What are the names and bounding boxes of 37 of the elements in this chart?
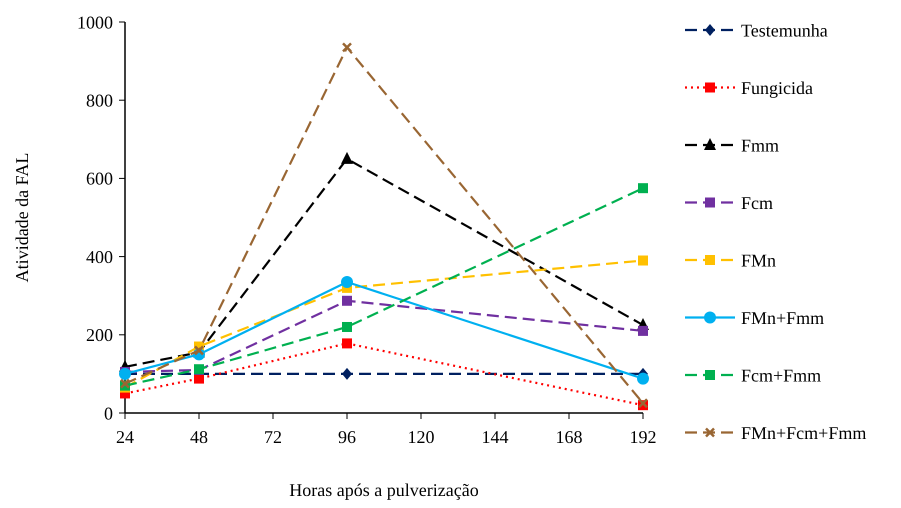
point — [638, 398, 648, 408]
x-tick-label: 72 — [264, 427, 282, 447]
x-tick-label: 144 — [482, 427, 508, 447]
y-tick-label: 1000 — [77, 12, 113, 32]
y-tick-label: 600 — [86, 168, 113, 189]
y-tick-label: 0 — [104, 403, 113, 424]
y-axis-title: Atividade da FAL — [12, 152, 32, 282]
point — [342, 296, 352, 306]
point — [638, 256, 648, 266]
point — [637, 372, 649, 385]
legend-label: Fmm — [741, 135, 780, 156]
point — [342, 322, 352, 332]
point — [342, 338, 352, 348]
point — [341, 152, 353, 164]
x-tick-label: 120 — [408, 427, 434, 447]
legend-label: Fcm — [741, 192, 774, 213]
legend-label: FMn — [741, 250, 776, 270]
x-axis-title: Horas após a pulverização — [289, 480, 479, 500]
y-tick-label: 200 — [86, 325, 113, 346]
legend-label: Fcm+Fmm — [741, 365, 822, 386]
x-tick-label: 168 — [556, 427, 582, 447]
point — [341, 276, 353, 288]
point — [342, 368, 352, 380]
point — [638, 326, 648, 336]
x-tick-label: 24 — [116, 427, 134, 447]
x-tick-label: 192 — [630, 427, 656, 447]
x-tick-label: 48 — [190, 427, 208, 447]
legend-label: Testemunha — [741, 20, 828, 40]
y-tick-label: 400 — [86, 246, 113, 267]
x-tick-label: 96 — [338, 427, 356, 447]
point — [120, 378, 130, 389]
legend-label: Fungicida — [741, 78, 813, 98]
point — [638, 183, 648, 194]
point — [342, 42, 352, 53]
legend-label: FMn+Fmm — [741, 308, 824, 328]
legend-label: FMn+Fcm+Fmm — [741, 422, 866, 443]
y-tick-label: 800 — [86, 90, 113, 110]
